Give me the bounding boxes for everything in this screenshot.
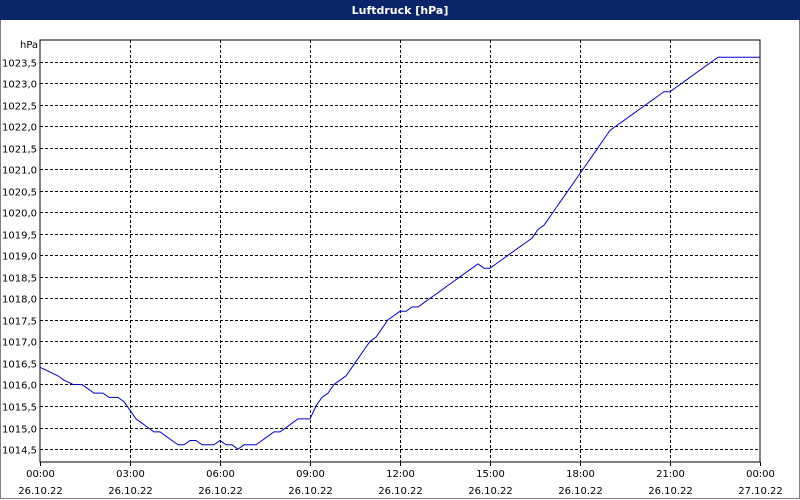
y-tick-label: 1017,0 xyxy=(2,338,37,349)
y-tick-label: 1019,5 xyxy=(2,231,37,242)
x-tick-time: 03:00 xyxy=(116,469,145,480)
x-tick-date: 26.10.22 xyxy=(198,486,243,497)
y-tick-label: 1014,5 xyxy=(2,446,37,457)
x-tick-date: 26.10.22 xyxy=(558,486,603,497)
y-tick-label: 1015,5 xyxy=(2,403,37,414)
y-tick-label: 1020,0 xyxy=(2,209,37,220)
x-tick-time: 18:00 xyxy=(566,469,595,480)
x-tick-time: 15:00 xyxy=(476,469,505,480)
y-tick-label: 1016,0 xyxy=(2,381,37,392)
y-tick-label: 1020,5 xyxy=(2,188,37,199)
y-tick-label: 1021,5 xyxy=(2,145,37,156)
y-tick-label: 1018,5 xyxy=(2,274,37,285)
x-tick-date: 27.10.22 xyxy=(738,486,783,497)
x-tick-time: 00:00 xyxy=(746,469,775,480)
y-tick-label: 1023,5 xyxy=(2,59,37,70)
x-axis: 00:00 26.10.22 03:00 26.10.22 06:00 26.10.22 0… xyxy=(18,462,783,497)
y-tick-label: 1015,0 xyxy=(2,425,37,436)
x-tick-time: 09:00 xyxy=(296,469,325,480)
y-tick-label: 1022,5 xyxy=(2,102,37,113)
pressure-line xyxy=(39,56,760,450)
x-tick-time: 21:00 xyxy=(656,469,685,480)
chart-title: Luftdruck [hPa] xyxy=(0,0,800,20)
y-tick-label: 1021,0 xyxy=(2,166,37,177)
y-tick-label: 1018,0 xyxy=(2,295,37,306)
y-tick-label: 1017,5 xyxy=(2,317,37,328)
x-tick-date: 26.10.22 xyxy=(18,486,63,497)
x-tick-time: 00:00 xyxy=(26,469,55,480)
x-tick-date: 26.10.22 xyxy=(378,486,423,497)
x-tick-time: 06:00 xyxy=(206,469,235,480)
x-tick-date: 26.10.22 xyxy=(648,486,693,497)
x-tick-date: 26.10.22 xyxy=(468,486,513,497)
x-tick-date: 26.10.22 xyxy=(108,486,153,497)
y-tick-label: 1019,0 xyxy=(2,252,37,263)
y-axis-unit-label: hPa xyxy=(20,40,38,51)
y-tick-label: 1022,0 xyxy=(2,123,37,134)
x-tick-date: 26.10.22 xyxy=(288,486,333,497)
y-tick-label: 1016,5 xyxy=(2,360,37,371)
y-tick-label: 1023,0 xyxy=(2,80,37,91)
x-tick-time: 12:00 xyxy=(386,469,415,480)
grid xyxy=(40,40,760,462)
y-axis: 1014,5 1015,0 1015,5 1016,0 1016,5 1017,0 1017… xyxy=(2,59,37,457)
